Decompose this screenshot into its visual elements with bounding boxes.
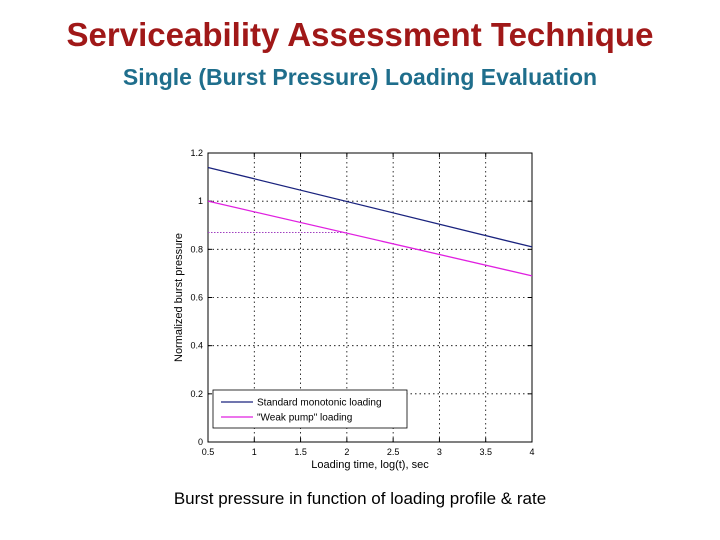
x-axis-label: Loading time, log(t), sec xyxy=(311,459,429,471)
slide-title: Serviceability Assessment Technique xyxy=(66,16,654,53)
series-line-1 xyxy=(207,166,533,248)
x-tick-label: 1 xyxy=(252,447,257,457)
x-tick-label: 3 xyxy=(437,447,442,457)
series-layer xyxy=(207,166,533,277)
x-tick-label: 0.5 xyxy=(202,447,215,457)
x-tick-label: 3.5 xyxy=(479,447,492,457)
x-tick-label: 2.5 xyxy=(387,447,400,457)
y-tick-label: 0.4 xyxy=(190,341,203,351)
x-tick-label: 1.5 xyxy=(294,447,307,457)
series-line-2 xyxy=(207,200,533,277)
y-axis-label: Normalized burst pressure xyxy=(173,233,185,362)
y-tick-label: 0.6 xyxy=(190,293,203,303)
y-tick-label: 1 xyxy=(198,196,203,206)
x-tick-label: 4 xyxy=(529,447,534,457)
legend-label: Standard monotonic loading xyxy=(257,398,382,409)
chart-ticks: 0.5 1 1.5 2 2.5 3 3.5 4 0 0.2 0.4 0.6 0.8 1 1.2 xyxy=(190,148,534,457)
y-tick-label: 0.8 xyxy=(190,244,203,254)
legend-box xyxy=(212,389,408,429)
slide-subtitle: Single (Burst Pressure) Loading Evaluati… xyxy=(122,64,598,90)
x-tick-label: 2 xyxy=(344,447,349,457)
y-tick-label: 0.2 xyxy=(190,389,203,399)
chart-legend: Standard monotonic loading "Weak pump" lo… xyxy=(212,389,408,429)
y-tick-label: 1.2 xyxy=(190,148,203,158)
figure-caption: Burst pressure in function of loading pr… xyxy=(173,489,547,508)
y-tick-label: 0 xyxy=(198,437,203,447)
legend-label: "Weak pump" loading xyxy=(257,413,352,424)
